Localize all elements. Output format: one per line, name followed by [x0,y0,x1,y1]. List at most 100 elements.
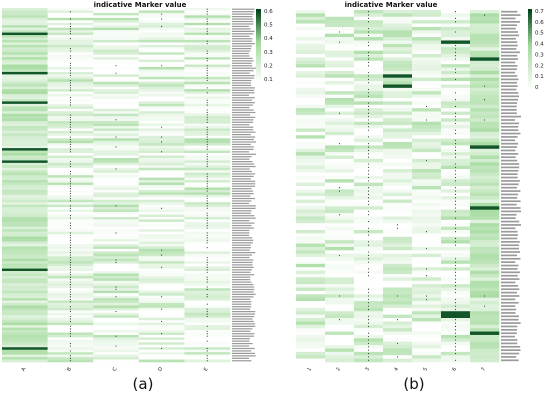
significance-marker [454,261,457,263]
heatmap-cell [2,344,48,348]
heatmap-cell [93,81,140,85]
heatmap-cell [325,165,355,170]
heatmap-cell [325,226,355,231]
heatmap-cell [412,301,442,305]
heatmap-cell [93,143,140,146]
heatmap-cell [93,315,140,319]
heatmap-cell [412,243,442,248]
significance-marker [206,77,208,79]
significance-marker [367,176,370,179]
row-label [232,148,254,150]
significance-marker [367,170,370,172]
heatmap-cell [354,284,384,288]
heatmap-cell [470,233,500,238]
significance-marker [206,70,208,72]
significance-marker [115,296,117,298]
heatmap-cell [296,131,326,136]
significance-marker [206,197,208,200]
row-label [232,256,250,259]
significance-marker [161,207,163,209]
heatmap-cell [296,13,326,18]
significance-marker [367,275,370,277]
significance-marker [69,141,71,143]
heatmap-cell [441,182,471,187]
heatmap-cell [2,197,48,201]
heatmap-cell [184,209,231,213]
heatmap-cell [412,40,442,45]
significance-marker [367,51,370,53]
heatmap-cell [93,189,140,193]
heatmap-cell [296,155,326,160]
row-label [232,158,250,160]
heatmap-cell [138,106,185,110]
row-label [232,227,254,229]
significance-marker [69,274,71,276]
significance-marker [454,319,457,321]
heatmap-cell [470,307,500,312]
row-label [232,119,254,121]
significance-marker [367,342,370,344]
heatmap-cell [470,287,500,292]
heatmap-cell [138,42,185,46]
heatmap-cell [296,216,326,221]
heatmap-cell [184,47,231,51]
heatmap-cell [138,138,185,142]
heatmap-cell [325,233,355,238]
heatmap-cell [93,62,140,65]
significance-marker [69,271,71,273]
row-label [232,217,256,219]
heatmap-cell [296,179,326,183]
significance-marker [367,315,370,317]
heatmap-cell [138,130,185,134]
heatmap-cell [2,150,48,154]
significance-marker [69,335,71,337]
colorbar-segment [256,68,261,71]
heatmap-cell [138,57,185,60]
heatmap-cell [325,101,355,106]
heatmap-cell [184,342,231,346]
heatmap-cell [412,192,442,197]
heatmap-cell [138,74,185,78]
row-label [501,105,517,108]
significance-marker [206,161,208,163]
heatmap-cell [296,135,326,139]
colorbar-segment [256,73,261,76]
row-label [232,173,256,175]
significance-marker [367,55,370,57]
row-label [501,81,518,84]
colorbar-segment [528,11,532,14]
row-label [232,247,252,249]
heatmap-cell [93,74,140,78]
heatmap-cell [138,202,185,205]
heatmap-cell [138,81,185,85]
heatmap-cell [184,229,231,233]
significance-marker [454,325,457,328]
row-label [232,205,256,207]
heatmap-cell [93,226,140,230]
heatmap-cell [383,321,413,326]
heatmap-cell [2,96,48,100]
row-label [501,98,519,101]
heatmap-cell [138,251,185,255]
heatmap-cell [138,192,185,196]
significance-marker [425,105,428,108]
heatmap-cell [383,169,413,173]
heatmap-cell [138,30,185,33]
significance-marker [69,84,71,86]
heatmap-cell [93,283,140,287]
heatmap-cell [296,236,326,241]
heatmap-cell [93,12,140,16]
heatmap-cell [138,27,185,31]
significance-marker [367,271,370,273]
heatmap-cell [93,49,140,53]
heatmap-cell [47,8,94,11]
significance-marker [69,188,71,190]
heatmap-cell [296,182,326,187]
significance-marker [454,180,457,182]
heatmap-cell [93,290,140,294]
heatmap-cell [2,180,48,183]
significance-marker [206,247,208,249]
heatmap-cell [138,357,185,360]
heatmap-cell [412,128,442,133]
heatmap-cell [47,39,94,43]
